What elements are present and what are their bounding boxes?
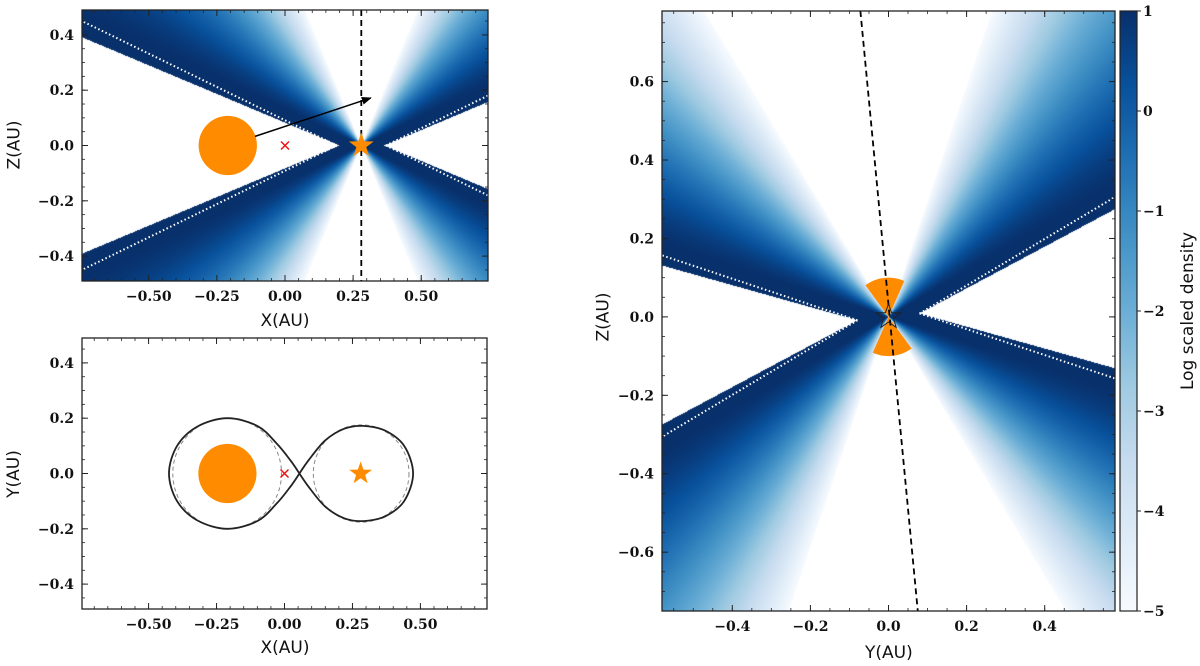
x-tick-label: −0.4 bbox=[714, 619, 750, 635]
x-tick-label: −0.50 bbox=[126, 617, 172, 633]
y-tick-label: 0.2 bbox=[630, 231, 654, 247]
dotted-cone-edge-line bbox=[919, 312, 1115, 380]
x-tick-label: 0.2 bbox=[954, 619, 978, 635]
axes-frame bbox=[661, 10, 1116, 612]
panel-right-content bbox=[662, 11, 1115, 611]
colorbar-tick-label: 0 bbox=[1143, 104, 1153, 120]
y-axis-label-bottom-left: Y(AU) bbox=[3, 450, 24, 498]
x-tick-label: 0.0 bbox=[876, 619, 901, 635]
colorbar-tick-label: −1 bbox=[1143, 204, 1164, 220]
y-axis-label-top-left: Z(AU) bbox=[3, 120, 24, 170]
colorbar: 1 0 −1 −2 −3 −4 −5 bbox=[1119, 4, 1165, 620]
axes-panel-top-left: −0.50 −0.25 0.00 0.25 0.50 −0.4 −0.2 0.0 0.2 0.4 bbox=[38, 9, 489, 305]
panel-top-left-content bbox=[82, 10, 488, 281]
axes-frame bbox=[81, 9, 489, 282]
y-tick-label: −0.4 bbox=[38, 577, 74, 593]
colorbar-tick-label: −3 bbox=[1143, 404, 1164, 420]
axes-frame bbox=[81, 337, 488, 610]
x-axis-label-right: Y(AU) bbox=[865, 643, 913, 663]
y-tick-label: −0.4 bbox=[38, 249, 74, 265]
roche-lobe-left bbox=[168, 417, 301, 530]
y-tick-label: 0.6 bbox=[630, 75, 654, 91]
y-tick-label: −0.2 bbox=[618, 388, 654, 404]
x-tick-label: 0.25 bbox=[336, 289, 370, 305]
y-axis-label-right: Z(AU) bbox=[592, 292, 613, 342]
y-tick-label: 0.4 bbox=[50, 356, 75, 372]
line-of-sight-dashed-line bbox=[859, 11, 919, 611]
x-tick-label: 0.50 bbox=[403, 617, 437, 633]
colorbar-label: Log scaled density bbox=[1178, 231, 1199, 391]
colorbar-tick-label: −5 bbox=[1143, 604, 1164, 620]
y-tick-label: 0.2 bbox=[50, 411, 74, 427]
primary-star-marker bbox=[348, 132, 374, 157]
x-tick-label: −0.25 bbox=[194, 617, 240, 633]
y-tick-label: 0.4 bbox=[50, 28, 75, 44]
center-of-mass-marker bbox=[279, 468, 290, 479]
x-tick-label: 0.00 bbox=[267, 617, 301, 633]
roche-sphere-dashed-circle bbox=[312, 424, 410, 523]
companion-star-disk bbox=[198, 115, 257, 176]
dotted-cone-edge-line bbox=[919, 195, 1115, 315]
x-tick-label: 0.00 bbox=[268, 289, 302, 305]
velocity-arrow bbox=[254, 96, 372, 138]
dotted-cone-edge-line bbox=[82, 19, 338, 147]
primary-star-outline-marker bbox=[874, 302, 903, 329]
center-of-mass-marker bbox=[280, 140, 290, 151]
x-tick-label: 0.4 bbox=[1033, 619, 1058, 635]
y-tick-label: −0.4 bbox=[618, 467, 654, 483]
x-tick-label: −0.50 bbox=[126, 289, 172, 305]
y-tick-label: −0.2 bbox=[38, 522, 74, 538]
panel-bottom-left-content bbox=[168, 417, 415, 530]
upper-orange-sector bbox=[865, 277, 905, 317]
y-tick-label: 0.0 bbox=[50, 467, 75, 483]
colorbar-tick-label: 1 bbox=[1143, 4, 1153, 20]
dotted-cone-edge-line bbox=[385, 94, 488, 147]
axes-panel-bottom-left: −0.50 −0.25 0.00 0.25 0.50 −0.4 −0.2 0.0 0.2 0.4 bbox=[38, 337, 488, 633]
x-tick-label: 0.50 bbox=[404, 289, 438, 305]
axes-panel-right: −0.4 −0.2 0.0 0.2 0.4 −0.6 −0.4 −0.2 0.0 0.2 0.4 0.… bbox=[618, 10, 1116, 635]
y-tick-label: −0.6 bbox=[618, 545, 654, 561]
colorbar-bar bbox=[1119, 10, 1138, 612]
y-tick-label: −0.2 bbox=[38, 194, 74, 210]
x-axis-label-top-left: X(AU) bbox=[260, 311, 310, 331]
companion-star-disk bbox=[198, 443, 257, 504]
x-axis-label-bottom-left: X(AU) bbox=[260, 638, 310, 658]
roche-lobe-right bbox=[298, 424, 415, 523]
primary-star-marker bbox=[349, 461, 373, 484]
dotted-cone-edge-line bbox=[662, 319, 858, 438]
y-tick-label: 0.0 bbox=[630, 310, 655, 326]
lower-orange-sector bbox=[872, 316, 912, 357]
dotted-cone-edge-line bbox=[82, 144, 338, 272]
dotted-cone-edge-line bbox=[385, 144, 488, 197]
y-tick-label: 0.0 bbox=[50, 139, 75, 155]
colorbar-tick-label: −4 bbox=[1143, 504, 1165, 520]
colorbar-tick-label: −2 bbox=[1143, 304, 1164, 320]
y-tick-label: 0.2 bbox=[50, 83, 74, 99]
x-tick-label: −0.25 bbox=[194, 289, 240, 305]
x-tick-label: 0.25 bbox=[335, 617, 369, 633]
x-tick-label: −0.2 bbox=[792, 619, 828, 635]
y-tick-label: 0.4 bbox=[630, 153, 655, 169]
